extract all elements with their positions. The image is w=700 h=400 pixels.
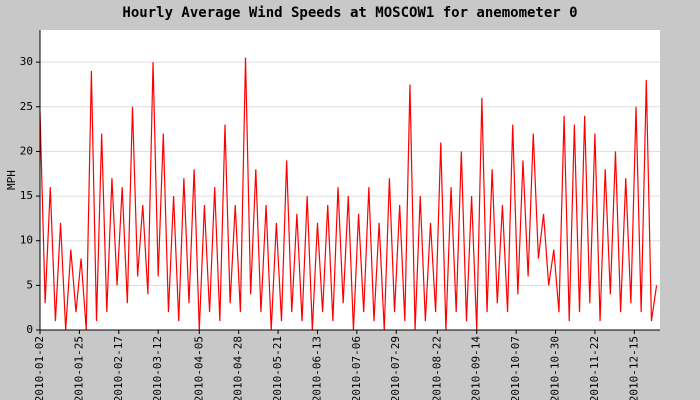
x-tick-label: 2010-10-30 <box>549 336 562 400</box>
y-tick-label: 5 <box>26 278 33 291</box>
x-tick-label: 2010-11-22 <box>588 336 601 400</box>
chart-title: Hourly Average Wind Speeds at MOSCOW1 fo… <box>122 5 577 21</box>
x-tick-label: 2010-04-28 <box>232 336 245 400</box>
x-tick-label: 2010-07-29 <box>389 336 402 400</box>
x-tick-label: 2010-05-21 <box>271 336 284 400</box>
x-tick-label: 2010-09-14 <box>470 336 483 400</box>
x-tick-label: 2010-01-02 <box>33 336 46 400</box>
y-tick-label: 0 <box>26 323 33 336</box>
y-tick-label: 25 <box>20 100 33 113</box>
x-tick-label: 2010-01-25 <box>72 336 85 400</box>
data-line <box>39 57 658 331</box>
x-tick-label: 2010-04-05 <box>192 336 205 400</box>
x-tick-label: 2010-02-17 <box>112 336 125 400</box>
x-tick-label: 2010-07-06 <box>350 336 363 400</box>
x-tick-label: 2010-12-15 <box>627 336 640 400</box>
y-tick-label: 20 <box>20 144 33 157</box>
y-tick-label: 10 <box>20 234 33 247</box>
x-tick-label: 2010-06-13 <box>310 336 323 400</box>
y-tick-label: 15 <box>20 189 33 202</box>
x-tick-label: 2010-03-12 <box>151 336 164 400</box>
x-tick-label: 2010-10-07 <box>509 336 522 400</box>
x-tick-label: 2010-08-22 <box>430 336 443 400</box>
y-tick-label: 30 <box>20 55 33 68</box>
y-axis-label: MPH <box>5 170 18 190</box>
